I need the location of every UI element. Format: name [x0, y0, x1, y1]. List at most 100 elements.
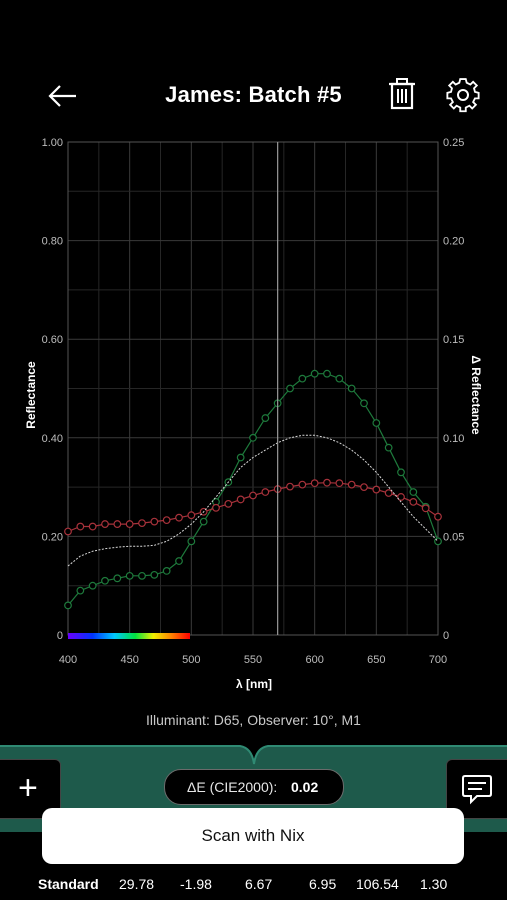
- x-tick-label: 500: [182, 654, 200, 666]
- plot-frame: [67, 141, 439, 636]
- series-point: [162, 516, 171, 525]
- series-point: [249, 433, 257, 442]
- standard-row: Standard 29.78 -1.98 6.67 6.95 106.54 1.…: [0, 876, 507, 896]
- series-point: [384, 489, 393, 497]
- series-point: [421, 504, 430, 513]
- standard-value: -1.98: [180, 876, 212, 892]
- series-point: [323, 478, 331, 487]
- arrow-left-icon: [48, 85, 76, 107]
- series-point: [187, 511, 196, 520]
- series-point: [434, 512, 442, 521]
- series-point: [286, 482, 294, 491]
- y2-tick-label: 0.25: [443, 137, 464, 149]
- series-point: [298, 374, 307, 383]
- series-point: [162, 567, 171, 575]
- x-tick-label: 650: [367, 654, 385, 666]
- series-point: [409, 497, 418, 506]
- series-point: [372, 419, 381, 427]
- series-point: [335, 374, 344, 383]
- series-point: [310, 479, 319, 488]
- series-point: [125, 571, 134, 580]
- series-point: [187, 537, 196, 546]
- series-point: [113, 520, 122, 528]
- settings-button[interactable]: [442, 74, 484, 116]
- series-point: [138, 571, 146, 580]
- series-point: [335, 479, 344, 488]
- x-tick-label: 400: [59, 654, 77, 666]
- comment-icon: [462, 775, 492, 805]
- standard-value: 6.95: [309, 876, 337, 892]
- series-point: [360, 483, 368, 492]
- series-point: [199, 517, 208, 526]
- scan-button-label: Scan with Nix: [201, 826, 305, 845]
- back-button[interactable]: [40, 76, 86, 116]
- delta-e-value: 0.02: [291, 779, 319, 795]
- y2-tick-label: 0.10: [443, 433, 464, 445]
- series-point: [347, 480, 356, 489]
- series-point: [150, 570, 159, 579]
- series-point: [323, 369, 331, 378]
- series-point: [212, 503, 220, 512]
- plus-icon: +: [18, 769, 38, 807]
- series-line: [67, 434, 439, 567]
- y-tick-label: 0.80: [42, 236, 63, 248]
- series-point: [175, 557, 183, 565]
- series-point: [101, 576, 109, 585]
- standard-value: 6.67: [245, 876, 273, 892]
- y-tick-label: 1.00: [42, 137, 63, 149]
- series-point: [64, 601, 72, 610]
- y-tick-label: 0.60: [42, 334, 63, 346]
- y-tick-label: 0.20: [42, 531, 63, 543]
- series-point: [150, 517, 159, 526]
- series-point: [76, 586, 85, 595]
- y-axis-label: Reflectance: [24, 361, 38, 429]
- x-tick-label: 550: [244, 654, 262, 666]
- y2-tick-label: 0.20: [443, 236, 464, 248]
- series-point: [249, 491, 257, 500]
- x-tick-label: 600: [305, 654, 323, 666]
- x-tick-label: 700: [429, 654, 447, 666]
- series-point: [286, 384, 294, 393]
- visible-spectrum-bar: [68, 633, 190, 639]
- illuminant-observer-info: Illuminant: D65, Observer: 10°, M1: [146, 712, 361, 728]
- trash-icon: [389, 78, 415, 110]
- series-point: [64, 527, 72, 536]
- series-point: [125, 520, 134, 528]
- series-point: [261, 414, 270, 422]
- series-point: [175, 513, 183, 522]
- series-point: [409, 488, 418, 496]
- reflectance-chart[interactable]: 400 450 500 550 600 650 700 0 0.20 0.40 0.60 0.80 1.…: [0, 130, 507, 710]
- series-point: [298, 480, 307, 489]
- series-point: [138, 519, 146, 527]
- y2-tick-label: 0.05: [443, 531, 464, 543]
- series-point: [224, 499, 233, 508]
- standard-value: 1.30: [420, 876, 448, 892]
- series-point: [397, 493, 405, 501]
- chart-series: [64, 369, 442, 610]
- x-axis-label: λ [nm]: [236, 677, 272, 691]
- series-point: [101, 520, 109, 528]
- x-tick-label: 450: [120, 654, 138, 666]
- series-point: [88, 581, 97, 590]
- y2-tick-label: 0.15: [443, 334, 464, 346]
- chart-grid: [67, 141, 439, 636]
- standard-label: Standard: [38, 876, 99, 892]
- series-point: [397, 468, 405, 477]
- series-point: [113, 574, 122, 583]
- series-point: [236, 453, 245, 462]
- chart-axes: 400 450 500 550 600 650 700 0 0.20 0.40 0.60 0.80 1.…: [42, 137, 465, 666]
- series-point: [310, 369, 319, 378]
- series-point: [261, 488, 270, 496]
- series-point: [372, 485, 381, 494]
- standard-value: 106.54: [356, 876, 399, 892]
- y2-axis-label: Δ Reflectance: [469, 355, 483, 435]
- scan-button[interactable]: Scan with Nix: [42, 808, 464, 864]
- top-bar: James: Batch #5: [0, 60, 507, 132]
- series-point: [88, 522, 97, 531]
- y-tick-label: 0.40: [42, 433, 63, 445]
- delete-button[interactable]: [383, 74, 421, 116]
- gear-icon: [446, 78, 480, 113]
- series-point: [384, 443, 393, 452]
- y-tick-label: 0: [57, 630, 63, 642]
- delta-e-badge: ΔE (CIE2000): 0.02: [164, 769, 344, 805]
